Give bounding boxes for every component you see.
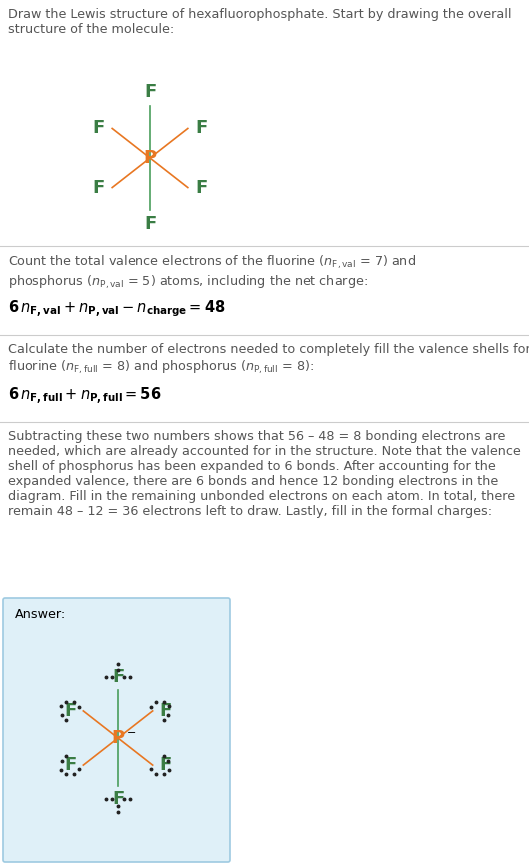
Text: F: F (144, 215, 156, 233)
Text: F: F (196, 179, 208, 196)
Text: F: F (92, 179, 104, 196)
Text: F: F (92, 120, 104, 137)
Text: F: F (64, 702, 77, 720)
Text: $\mathbf{6}\,\mathbf{\mathit{n}}_{\mathbf{F,full}} + \mathbf{\mathit{n}}_{\mathb: $\mathbf{6}\,\mathbf{\mathit{n}}_{\mathb… (8, 386, 161, 407)
Text: Subtracting these two numbers shows that 56 – 48 = 8 bonding electrons are
neede: Subtracting these two numbers shows that… (8, 430, 521, 518)
Text: Count the total valence electrons of the fluorine ($n_\mathregular{F,val}$ = 7) : Count the total valence electrons of the… (8, 254, 416, 291)
Text: F: F (160, 756, 172, 774)
Text: P: P (112, 729, 124, 747)
Text: F: F (64, 756, 77, 774)
Text: Calculate the number of electrons needed to completely fill the valence shells f: Calculate the number of electrons needed… (8, 343, 529, 376)
Text: F: F (144, 83, 156, 101)
Text: F: F (112, 668, 124, 686)
Text: F: F (112, 790, 124, 808)
Text: $\mathbf{6}\,\mathbf{\mathit{n}}_{\mathbf{F,val}} + \mathbf{\mathit{n}}_{\mathbf: $\mathbf{6}\,\mathbf{\mathit{n}}_{\mathb… (8, 298, 225, 319)
Text: Answer:: Answer: (15, 608, 66, 621)
Text: F: F (160, 702, 172, 720)
Text: Draw the Lewis structure of hexafluorophosphate. Start by drawing the overall
st: Draw the Lewis structure of hexafluoroph… (8, 8, 512, 36)
Text: P: P (143, 149, 157, 167)
FancyBboxPatch shape (3, 598, 230, 862)
Text: F: F (196, 120, 208, 137)
Text: −: − (127, 728, 136, 738)
